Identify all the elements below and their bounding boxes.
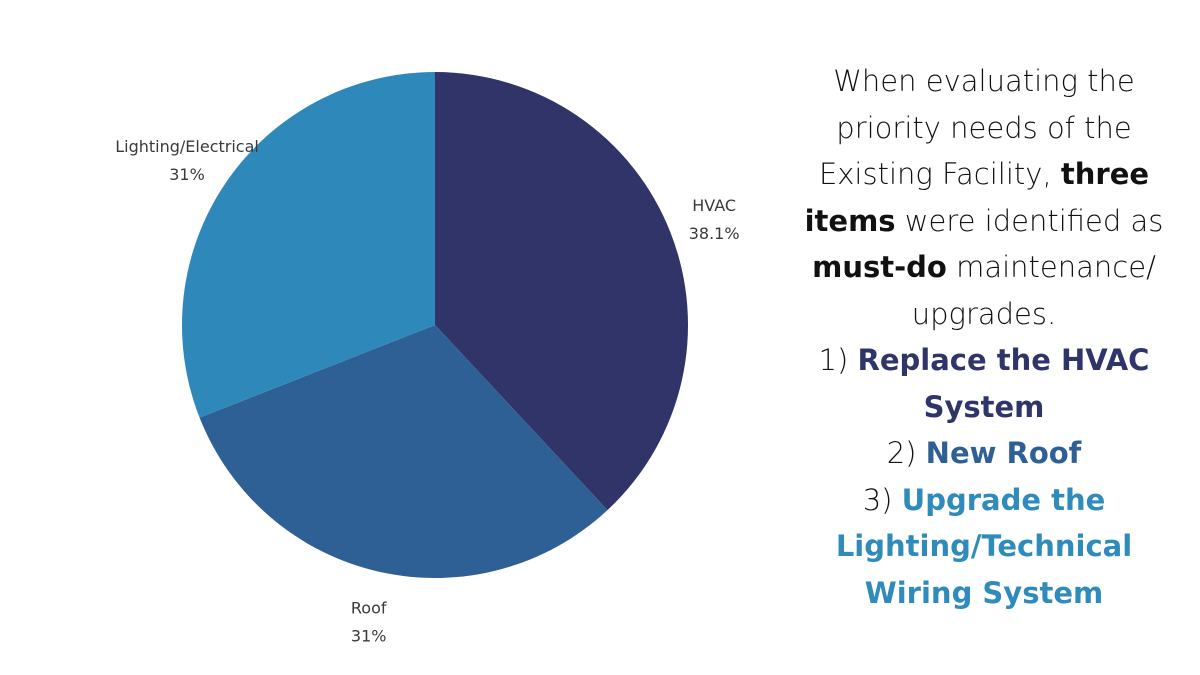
pie-slice-roof: [199, 325, 608, 579]
priority-item-text: Replace the HVAC System: [857, 343, 1150, 424]
intro-bold-three-items: three items: [804, 157, 1150, 238]
pie-labels: HVAC 38.1% Roof 31% Lighting/Electrical 31%: [115, 137, 739, 645]
intro-text-3: maintenance/ upgrades.: [911, 250, 1156, 331]
intro-text-2: were identified as: [904, 203, 1164, 238]
pie-chart: HVAC 38.1% Roof 31% Lighting/Electrical 31%: [115, 72, 740, 646]
priority-item-text: Upgrade the Lighting/Technical Wiring Sy…: [835, 482, 1133, 610]
pie-slices: [181, 72, 689, 579]
pie-slice-lighting-electrical: [181, 72, 435, 418]
pie-slice-hvac: [435, 72, 689, 511]
priority-item-number: 3): [862, 482, 893, 517]
priority-description: When evaluating the priority needs of th…: [800, 58, 1168, 616]
pie-label-percent: 31%: [351, 627, 387, 646]
pie-label-percent: 31%: [169, 165, 205, 184]
pie-label-category: HVAC: [692, 196, 736, 215]
priority-item-3: 3) Upgrade the Lighting/Technical Wiring…: [800, 477, 1168, 617]
pie-label-percent: 38.1%: [689, 224, 740, 243]
priority-item-1: 1) Replace the HVAC System: [800, 337, 1168, 430]
pie-label-category: Lighting/Electrical: [115, 137, 259, 156]
intro-text-1: When evaluating the priority needs of th…: [818, 64, 1135, 191]
intro-paragraph: When evaluating the priority needs of th…: [800, 58, 1168, 337]
priority-item-number: 1): [818, 343, 849, 377]
priority-item-number: 2): [886, 436, 917, 470]
intro-bold-must-do: must-do: [812, 250, 947, 284]
priority-item-text: New Roof: [925, 436, 1082, 470]
priority-item-2: 2) New Roof: [800, 430, 1168, 477]
pie-label-category: Roof: [351, 599, 387, 618]
